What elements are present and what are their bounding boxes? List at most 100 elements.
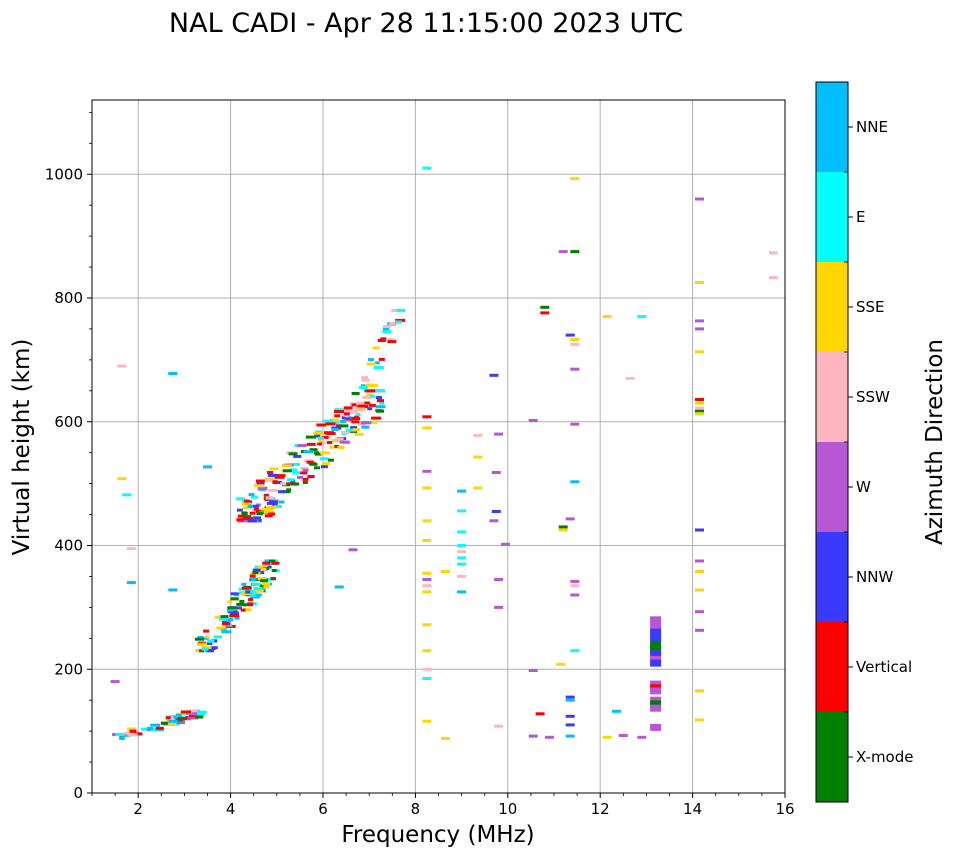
echo-mark (339, 440, 350, 444)
y-tick-label: 200 (54, 660, 83, 678)
echo-mark (288, 452, 298, 456)
echo-mark (249, 595, 260, 599)
echo-mark (363, 401, 371, 405)
echo-mark (344, 414, 350, 418)
echo-mark (126, 547, 136, 551)
echo-mark (155, 726, 164, 730)
echo-mark (501, 542, 510, 546)
echo-mark (165, 716, 171, 720)
echo-mark (535, 712, 545, 716)
y-tick-label: 600 (54, 413, 83, 431)
echo-mark (260, 579, 269, 583)
echo-mark (129, 729, 137, 733)
colorbar-frame (815, 81, 849, 803)
echo-mark (197, 710, 207, 714)
echo-mark (316, 423, 327, 427)
echo-mark (257, 486, 268, 490)
echo-mark (237, 514, 246, 518)
echo-mark (150, 723, 161, 727)
echo-mark (115, 733, 125, 737)
echo-mark (422, 519, 432, 523)
echo-mark (321, 435, 329, 439)
echo-mark (176, 713, 182, 717)
echo-mark (229, 614, 240, 618)
echo-mark (422, 623, 432, 627)
echo-mark (264, 477, 275, 481)
echo-mark (327, 458, 334, 462)
echo-mark (570, 338, 580, 341)
echo-mark (281, 464, 292, 468)
echo-mark (457, 562, 467, 566)
x-tick-label: 2 (133, 800, 143, 818)
echo-mark (528, 734, 538, 738)
echo-mark (382, 325, 391, 328)
echo-mark (249, 593, 256, 597)
colorbar-tick-label: X-mode (856, 748, 913, 766)
echo-mark (244, 499, 251, 503)
echo-mark (255, 479, 265, 483)
echo-column-mark (650, 723, 662, 731)
echo-mark (189, 714, 196, 717)
echo-mark (230, 592, 239, 596)
echo-mark (457, 489, 467, 493)
echo-mark (544, 735, 554, 739)
echo-mark (267, 473, 278, 477)
echo-column-mark (650, 687, 662, 695)
echo-mark (168, 719, 178, 723)
echo-mark (768, 276, 778, 280)
echo-mark (369, 420, 376, 424)
echo-mark (489, 519, 499, 523)
echo-mark (556, 662, 566, 666)
echo-mark (236, 508, 243, 512)
echo-mark (494, 724, 504, 728)
echo-column-mark (650, 704, 662, 712)
echo-mark (371, 416, 382, 420)
echo-mark (491, 510, 501, 513)
echo-mark (473, 486, 483, 490)
echo-column-mark (650, 622, 662, 630)
echo-mark (395, 318, 406, 322)
echo-mark (230, 597, 239, 601)
echo-mark (235, 606, 242, 610)
echo-mark (602, 735, 612, 739)
echo-mark (112, 733, 119, 736)
echo-mark (272, 480, 278, 484)
echo-mark (473, 455, 483, 459)
echo-mark (570, 342, 580, 346)
echo-mark (457, 544, 467, 547)
echo-mark (256, 509, 262, 513)
echo-mark (343, 412, 350, 416)
echo-mark (558, 528, 568, 532)
echo-mark (243, 515, 252, 519)
echo-mark (292, 471, 302, 475)
echo-mark (257, 565, 268, 569)
echo-mark (422, 578, 432, 581)
echo-mark (265, 479, 273, 482)
echo-column-mark (650, 628, 662, 636)
y-axis-label: Virtual height (km) (9, 339, 35, 556)
echo-mark (327, 441, 333, 445)
echo-mark (269, 559, 276, 563)
echo-mark (366, 393, 373, 397)
echo-mark (221, 630, 232, 634)
echo-mark (176, 718, 184, 722)
echo-mark (201, 647, 209, 651)
echo-mark (117, 477, 127, 481)
echo-mark (309, 448, 318, 452)
echo-mark (197, 635, 204, 639)
echo-mark (263, 493, 269, 497)
colorbar-tick-label: NNE (856, 118, 888, 136)
colorbar-segment (816, 262, 848, 352)
echo-mark (267, 471, 274, 474)
echo-mark (695, 281, 704, 284)
echo-mark (422, 677, 432, 680)
echo-mark (422, 415, 432, 419)
echo-mark (565, 723, 575, 727)
echo-mark (366, 362, 376, 366)
echo-mark (168, 588, 178, 592)
echo-mark (241, 502, 252, 506)
colorbar-tick-label: SSW (856, 388, 890, 406)
echo-mark (395, 320, 403, 324)
echo-mark (124, 731, 130, 735)
echo-mark (494, 605, 504, 609)
